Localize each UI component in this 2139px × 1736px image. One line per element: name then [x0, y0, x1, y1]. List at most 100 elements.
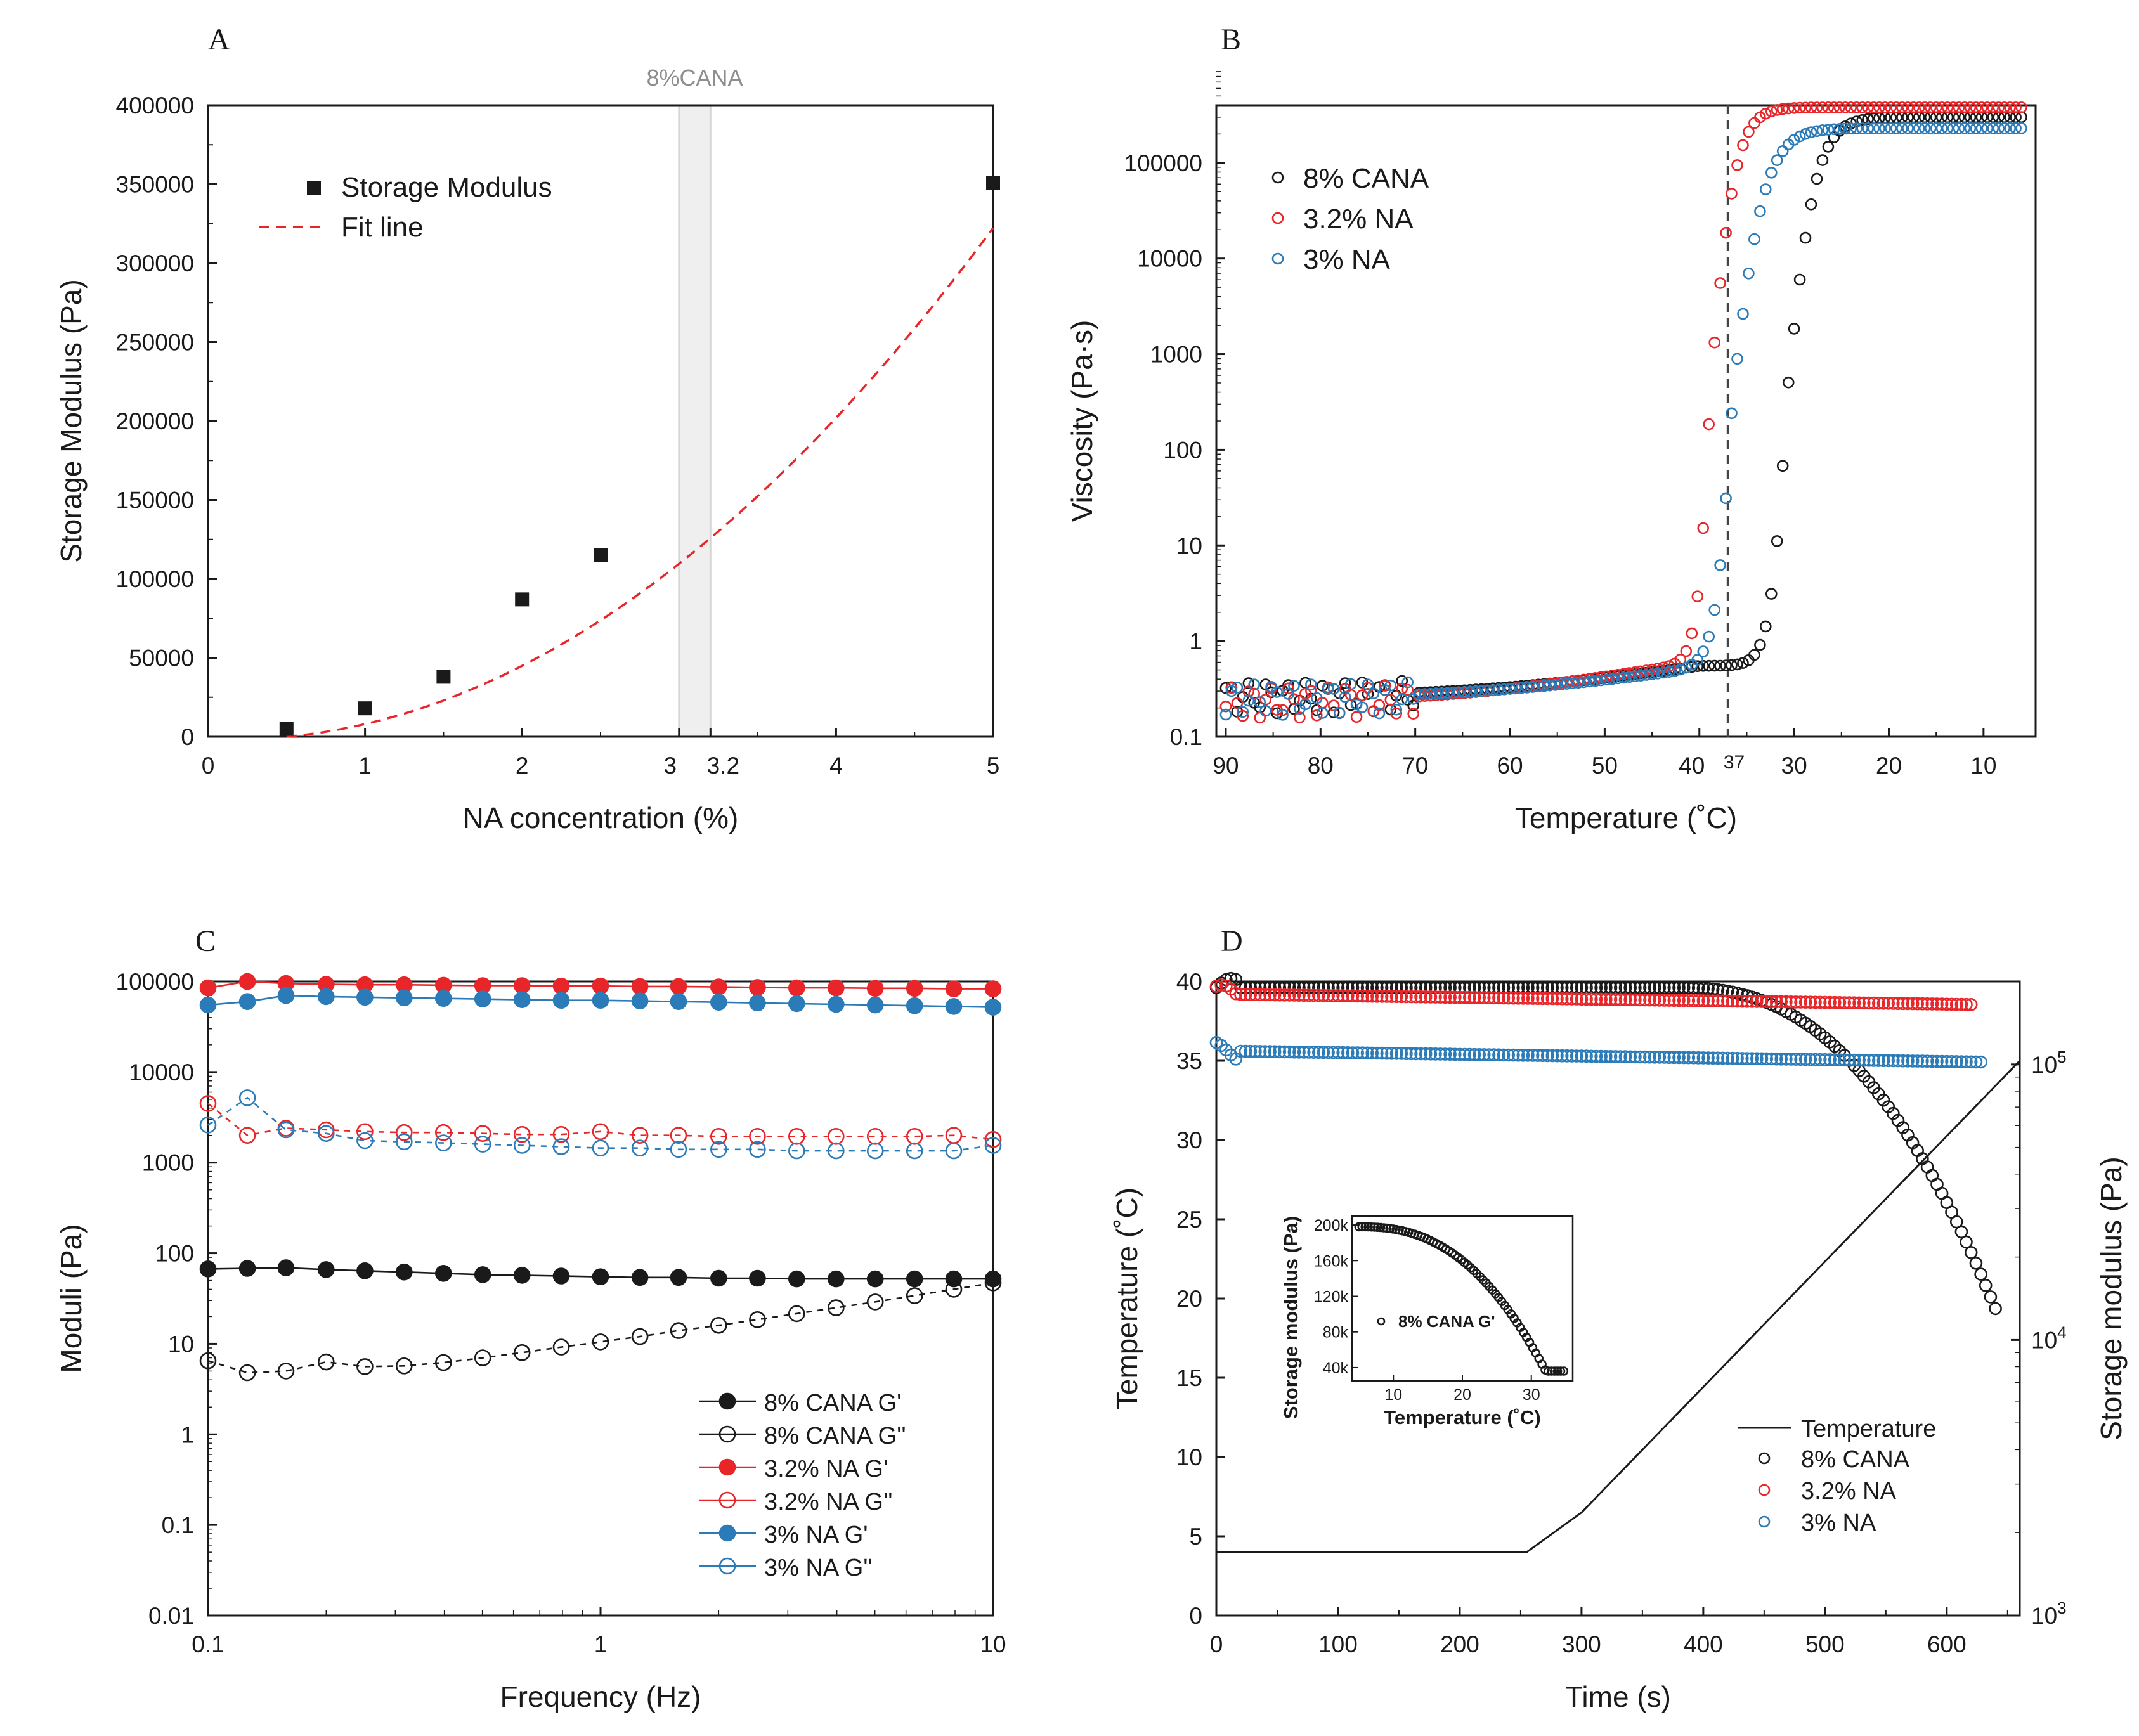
data-point — [1731, 353, 1743, 365]
data-point — [1687, 981, 1700, 995]
data-point — [1229, 987, 1242, 1001]
legend-label: 8% CANA G' — [764, 1390, 901, 1416]
data-point — [1731, 1051, 1744, 1065]
data-point — [1708, 336, 1720, 349]
data-point — [1682, 994, 1696, 1007]
data-point — [1964, 101, 1977, 113]
data-point — [1691, 981, 1705, 995]
data-point — [1872, 1054, 1885, 1067]
data-point — [1776, 145, 1789, 157]
data-point — [1507, 1048, 1520, 1062]
data-point — [1234, 988, 1247, 1001]
legend-label: 3% NA G'' — [764, 1555, 873, 1581]
legend-label: 3.2% NA — [1801, 1478, 1897, 1505]
data-point — [1662, 1051, 1676, 1064]
data-point — [1502, 991, 1515, 1005]
data-point — [395, 1263, 413, 1281]
data-point — [1993, 101, 2005, 113]
x-tick-label: 500 — [1805, 1631, 1845, 1657]
inset-data-point — [1360, 1222, 1370, 1232]
data-point — [1818, 1053, 1832, 1066]
x-axis-title: Frequency (Hz) — [500, 1680, 701, 1713]
data-point — [1697, 522, 1709, 534]
data-point — [1458, 1047, 1471, 1061]
data-point — [1540, 1049, 1554, 1063]
y-tick-label: 400000 — [116, 93, 194, 119]
panel-label-a: A — [208, 23, 230, 56]
data-point — [631, 1328, 649, 1345]
data-point — [1463, 990, 1476, 1004]
data-point — [1945, 997, 1958, 1011]
data-point — [710, 1269, 727, 1287]
legend-marker — [1271, 252, 1284, 265]
data-point — [1969, 1055, 1983, 1069]
data-point — [1964, 998, 1978, 1011]
data-point — [1697, 645, 1709, 657]
data-point — [1580, 992, 1593, 1006]
data-point — [1273, 1045, 1287, 1059]
data-point — [1339, 690, 1351, 703]
data-point — [1327, 683, 1340, 695]
data-point — [1701, 1051, 1715, 1065]
data-point — [1964, 122, 1977, 134]
inset-data-point — [1372, 1222, 1382, 1232]
data-point — [1511, 981, 1525, 994]
data-point — [1407, 708, 1419, 720]
data-point — [1850, 115, 1863, 127]
y-tick-label: 250000 — [116, 330, 194, 356]
y2-tick-exponent: 3 — [2057, 1598, 2066, 1617]
data-point — [1404, 990, 1418, 1004]
data-point — [1497, 1048, 1511, 1062]
x-axis-title: Temperature (˚C) — [1515, 801, 1737, 834]
data-point — [1890, 101, 1902, 113]
data-point — [356, 988, 374, 1006]
data-point — [984, 1274, 1002, 1292]
data-point — [1981, 122, 1994, 134]
data-point — [1453, 1047, 1467, 1061]
data-point — [356, 1123, 374, 1141]
data-point — [1885, 122, 1897, 134]
data-point — [1774, 995, 1788, 1009]
data-point — [1526, 1049, 1540, 1062]
data-point — [1720, 492, 1732, 505]
data-point — [1429, 990, 1442, 1004]
data-point — [1389, 1047, 1403, 1060]
data-point — [1867, 1054, 1880, 1067]
data-point — [1686, 627, 1698, 640]
inset-data-point — [1357, 1222, 1367, 1232]
data-point — [1242, 694, 1255, 707]
y-tick-label: 0.1 — [162, 1512, 194, 1538]
data-point — [1395, 990, 1408, 1004]
data-point — [1268, 988, 1282, 1002]
data-point — [866, 1270, 884, 1288]
data-point — [1862, 113, 1874, 126]
chart-b-viscosity-vs-temperature: 90 80 70 60 50 40 30 20 10 37 0.1 1 10 100 1000 10000 10… — [1065, 71, 2037, 834]
inset-data-point — [1363, 1222, 1373, 1232]
data-point — [788, 979, 805, 997]
data-point — [515, 592, 530, 607]
data-point — [1549, 679, 1561, 691]
data-point — [1443, 990, 1457, 1004]
data-point — [1924, 101, 1937, 113]
data-point — [1430, 687, 1442, 700]
data-point — [1788, 134, 1800, 146]
data-point — [1960, 997, 1973, 1011]
data-point — [1930, 122, 1942, 134]
y-axis-title: Viscosity (Pa·s) — [1065, 320, 1098, 522]
x-tick-label: 4 — [829, 753, 843, 779]
data-point — [1799, 101, 1812, 114]
temperature-line — [1216, 1059, 2021, 1553]
data-point — [199, 1260, 217, 1278]
data-point — [1970, 101, 1982, 113]
data-point — [1327, 989, 1340, 1002]
data-point — [1618, 671, 1630, 684]
data-point — [1960, 1055, 1973, 1068]
inset-data-point — [1552, 1366, 1563, 1376]
data-point — [710, 994, 727, 1011]
data-point — [1818, 995, 1832, 1009]
data-point — [1847, 996, 1861, 1009]
x-axis-title: NA concentration (%) — [463, 801, 739, 834]
data-point — [866, 1142, 884, 1160]
data-point — [1487, 1048, 1500, 1061]
data-point — [1433, 1047, 1447, 1061]
